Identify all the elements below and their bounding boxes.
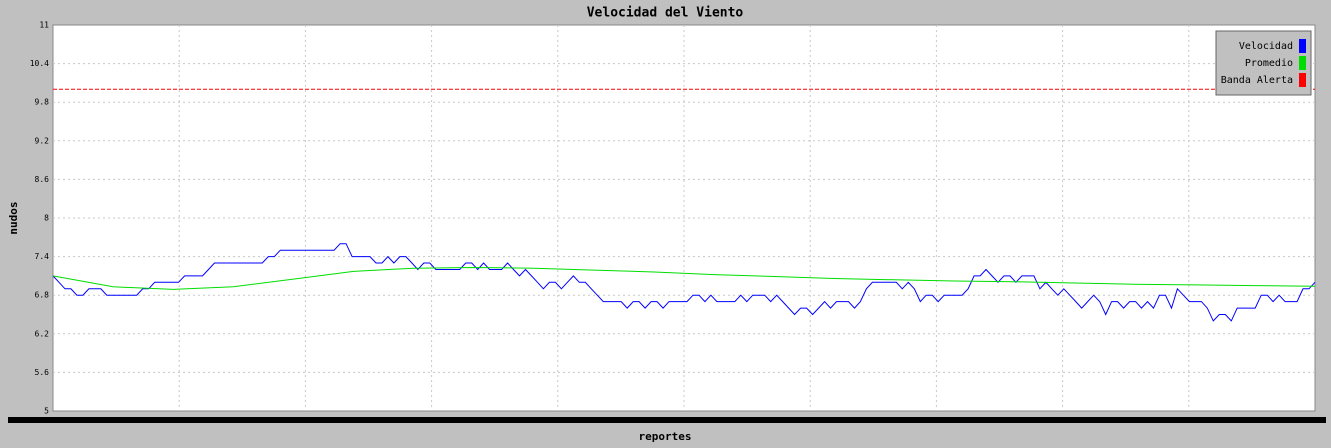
y-axis-label: nudos [7, 201, 20, 234]
y-tick-label: 8.6 [35, 175, 50, 184]
y-tick-label: 10.4 [30, 59, 49, 68]
legend-swatch [1299, 39, 1306, 53]
legend-label: Velocidad [1239, 41, 1293, 52]
series-line [52, 266, 1316, 290]
y-tick-label: 9.8 [35, 98, 50, 107]
y-tick-label: 11 [39, 21, 49, 30]
legend-label: Banda Alerta [1221, 75, 1293, 86]
y-tick-label: 5.6 [35, 368, 50, 377]
legend-swatch [1299, 56, 1306, 70]
y-tick-label: 6.8 [35, 291, 50, 300]
legend-label: Promedio [1245, 58, 1293, 69]
y-tick-label: 7.4 [35, 252, 50, 261]
y-tick-label: 8 [44, 214, 49, 223]
y-tick-label: 6.2 [35, 329, 50, 338]
x-axis-label: reportes [639, 430, 692, 443]
legend-box [1215, 30, 1312, 96]
y-tick-label: 5 [44, 407, 49, 416]
series-line [52, 243, 1316, 322]
legend-swatch [1299, 73, 1306, 87]
y-tick-label: 9.2 [35, 136, 50, 145]
x-axis-band [8, 417, 1326, 423]
chart-title: Velocidad del Viento [587, 6, 744, 21]
